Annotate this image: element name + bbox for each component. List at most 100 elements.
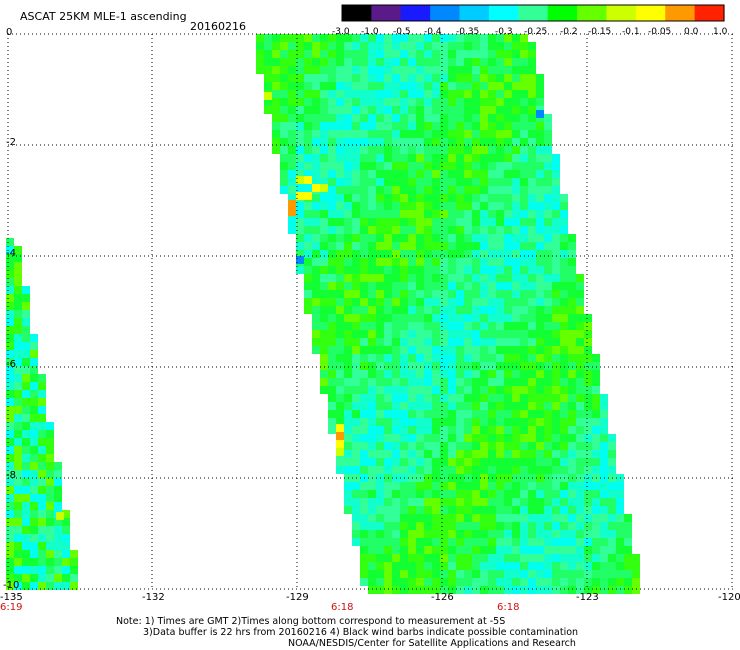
colorbar-segment xyxy=(459,5,490,21)
swath-cell xyxy=(6,326,14,334)
swath-cell xyxy=(456,290,464,298)
swath-cell xyxy=(280,178,288,186)
swath-cell xyxy=(440,330,448,338)
swath-cell xyxy=(512,162,520,170)
swath-cell xyxy=(376,586,384,594)
swath-cell xyxy=(560,378,568,386)
swath-cell xyxy=(392,274,400,282)
swath-cell xyxy=(6,558,14,566)
swath-cell xyxy=(304,98,312,106)
swath-cell xyxy=(344,426,352,434)
swath-cell xyxy=(400,410,408,418)
swath-cell xyxy=(280,74,288,82)
swath-cell xyxy=(576,522,584,530)
swath-cell xyxy=(336,370,344,378)
swath-cell xyxy=(352,538,360,546)
swath-cell xyxy=(424,138,432,146)
swath-cell xyxy=(472,434,480,442)
swath-cell xyxy=(408,74,416,82)
swath-cell xyxy=(568,298,576,306)
swath-cell xyxy=(528,442,536,450)
swath-cell xyxy=(296,226,304,234)
swath-cell xyxy=(568,490,576,498)
swath-cell xyxy=(368,354,376,362)
swath-cell xyxy=(400,338,408,346)
swath-cell xyxy=(360,514,368,522)
swath-cell xyxy=(520,498,528,506)
swath-cell xyxy=(480,266,488,274)
swath-cell xyxy=(576,346,584,354)
swath-cell xyxy=(376,106,384,114)
swath-cell xyxy=(464,98,472,106)
swath-cell xyxy=(512,234,520,242)
swath-cell xyxy=(54,486,62,494)
swath-cell xyxy=(360,234,368,242)
swath-cell xyxy=(520,170,528,178)
footer-credit: NOAA/NESDIS/Center for Satellite Applica… xyxy=(288,638,576,649)
swath-cell xyxy=(296,82,304,90)
swath-cell xyxy=(376,402,384,410)
swath-cell xyxy=(336,448,344,456)
swath-cell xyxy=(288,114,296,122)
swath-cell xyxy=(616,482,624,490)
swath-cell xyxy=(344,314,352,322)
swath-cell xyxy=(472,554,480,562)
swath-cell xyxy=(376,338,384,346)
swath-cell xyxy=(560,562,568,570)
swath-cell xyxy=(392,314,400,322)
swath-cell xyxy=(432,266,440,274)
swath-cell xyxy=(384,410,392,418)
swath-cell xyxy=(448,106,456,114)
swath-cell xyxy=(22,582,30,590)
swath-cell xyxy=(520,42,528,50)
swath-cell xyxy=(464,482,472,490)
swath-cell xyxy=(496,306,504,314)
swath-cell xyxy=(488,306,496,314)
swath-cell xyxy=(30,566,38,574)
swath-cell xyxy=(488,74,496,82)
swath-cell xyxy=(472,122,480,130)
swath-cell xyxy=(416,194,424,202)
swath-cell xyxy=(424,354,432,362)
swath-cell xyxy=(496,546,504,554)
swath-cell xyxy=(480,314,488,322)
swath-cell xyxy=(336,346,344,354)
swath-cell xyxy=(584,450,592,458)
swath-cell xyxy=(512,306,520,314)
data-swaths xyxy=(6,34,640,594)
swath-cell xyxy=(448,194,456,202)
swath-cell xyxy=(464,314,472,322)
swath-cell xyxy=(472,66,480,74)
swath-cell xyxy=(336,170,344,178)
swath-cell xyxy=(496,178,504,186)
swath-cell xyxy=(456,34,464,42)
swath-cell xyxy=(608,434,616,442)
swath-cell xyxy=(256,34,264,42)
swath-cell xyxy=(272,50,280,58)
swath-cell xyxy=(288,162,296,170)
swath-cell xyxy=(440,402,448,410)
swath-cell xyxy=(376,426,384,434)
swath-cell xyxy=(376,274,384,282)
swath-cell xyxy=(552,282,560,290)
swath-cell xyxy=(544,450,552,458)
swath-cell xyxy=(392,354,400,362)
swath-cell xyxy=(328,34,336,42)
swath-cell xyxy=(304,154,312,162)
swath-cell xyxy=(504,90,512,98)
swath-cell xyxy=(38,462,46,470)
swath-cell xyxy=(392,402,400,410)
swath-cell xyxy=(30,574,38,582)
swath-cell xyxy=(480,122,488,130)
swath-cell xyxy=(488,130,496,138)
swath-cell xyxy=(424,514,432,522)
swath-cell xyxy=(464,450,472,458)
swath-cell xyxy=(22,382,30,390)
colorbar-label: -1.0 xyxy=(361,27,379,37)
swath-cell xyxy=(392,242,400,250)
swath-cell xyxy=(320,226,328,234)
swath-cell xyxy=(456,498,464,506)
swath-cell xyxy=(352,82,360,90)
swath-cell xyxy=(320,338,328,346)
swath-cell xyxy=(456,194,464,202)
